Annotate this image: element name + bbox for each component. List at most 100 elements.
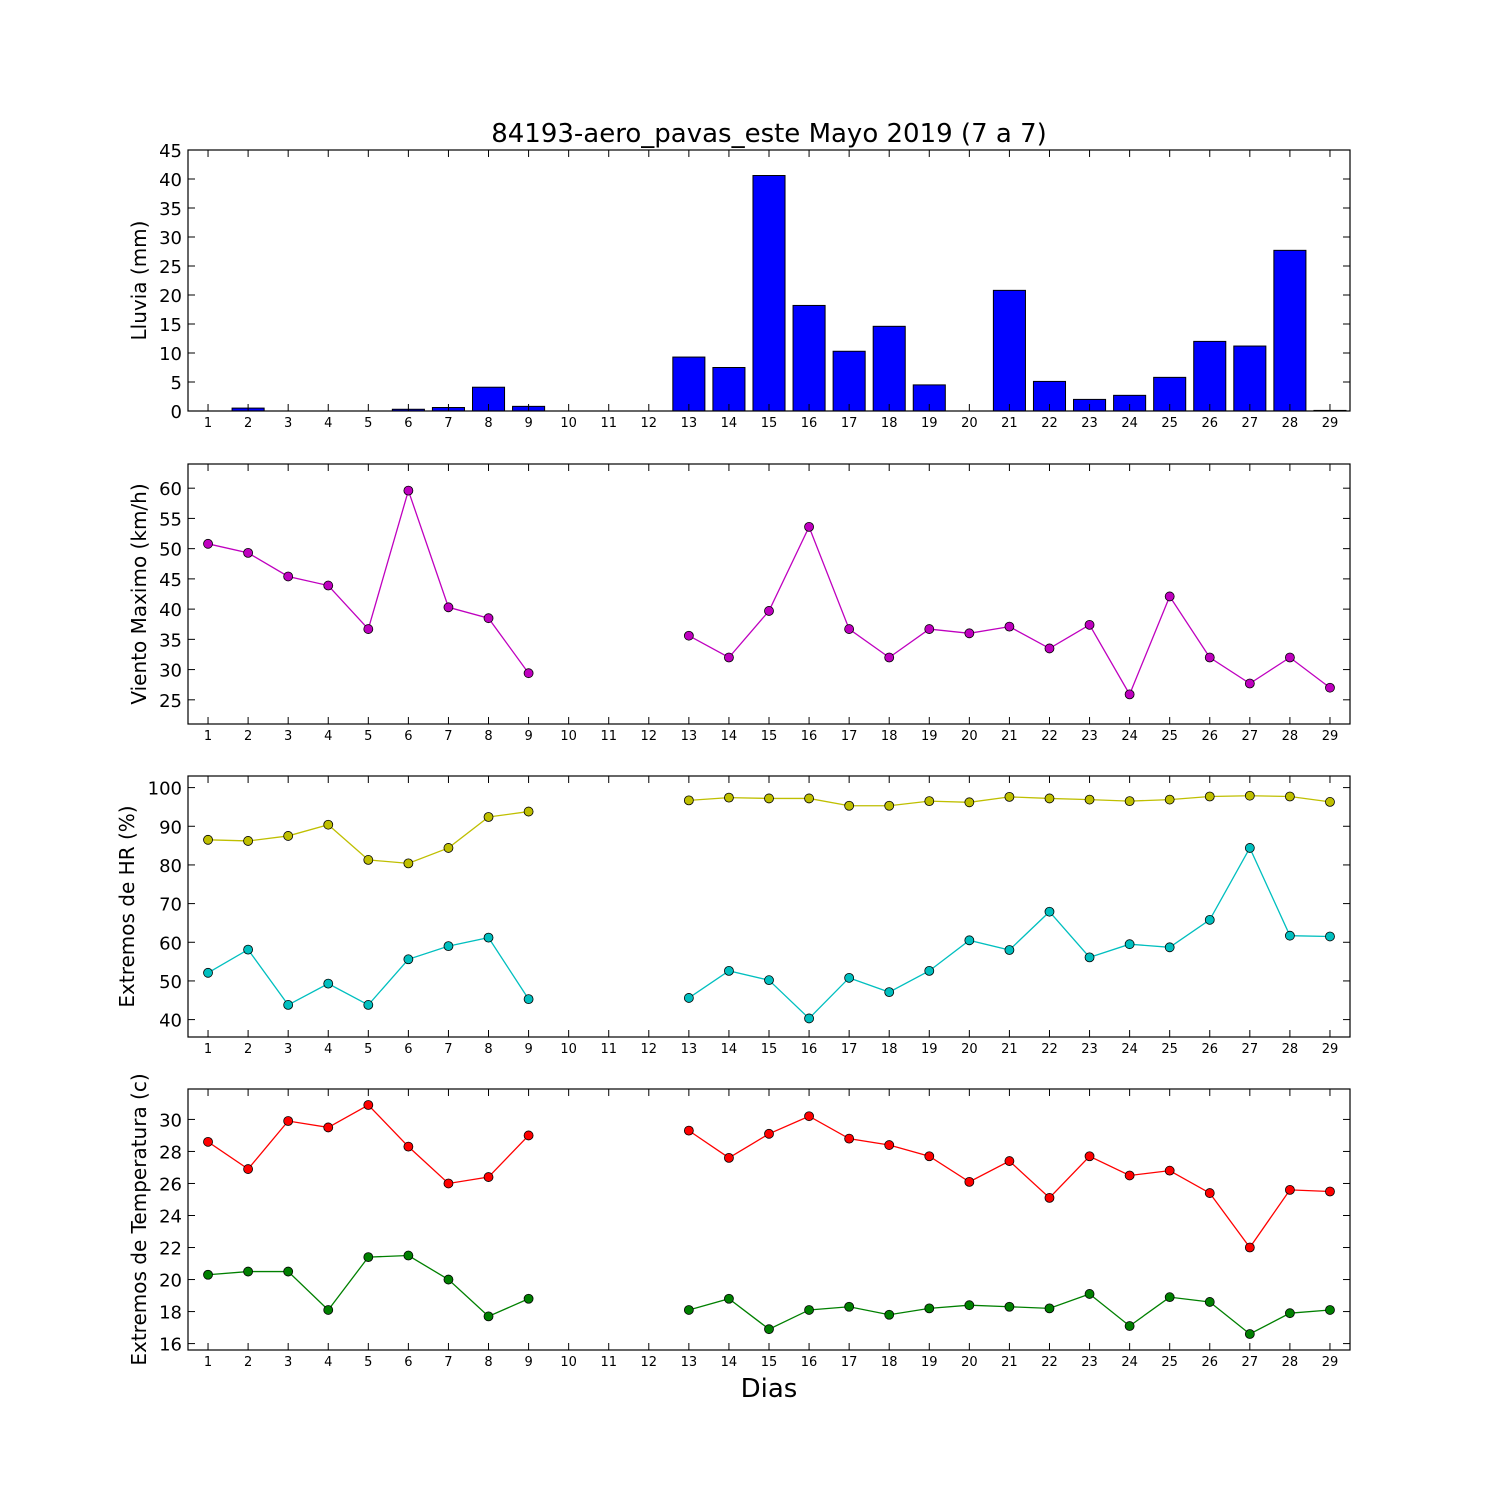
xtick-label-viento: 11 <box>600 729 617 744</box>
ytick-label-temperatura: 16 <box>159 1335 182 1356</box>
xtick-label-lluvia: 19 <box>921 416 938 431</box>
ytick-label-temperatura: 24 <box>159 1206 182 1227</box>
point-hr-0-day-16 <box>804 793 814 804</box>
point-viento-0-day-22 <box>1044 643 1055 654</box>
ytick-label-lluvia: 30 <box>159 228 182 249</box>
xtick-label-temperatura: 23 <box>1081 1355 1098 1370</box>
ytick-label-viento: 40 <box>159 600 182 621</box>
point-viento-0-day-8 <box>483 613 494 624</box>
xtick-label-viento: 24 <box>1121 729 1138 744</box>
plot-area-hr <box>188 776 1350 1037</box>
ytick-label-viento: 35 <box>159 630 182 651</box>
point-hr-0-day-4 <box>323 819 334 830</box>
xtick-label-hr: 24 <box>1121 1042 1138 1057</box>
xtick-label-viento: 28 <box>1282 729 1299 744</box>
point-temperatura-0-day-20 <box>964 1176 975 1187</box>
xtick-label-temperatura: 8 <box>484 1355 492 1370</box>
y-axis-label-temperatura: Extremos de Temperatura (c) <box>127 1073 151 1365</box>
point-viento-0-day-18 <box>884 652 895 663</box>
xtick-label-viento: 20 <box>961 729 978 744</box>
xtick-label-lluvia: 24 <box>1121 416 1138 431</box>
point-hr-0-day-9 <box>523 806 534 817</box>
point-viento-0-day-7 <box>443 602 454 613</box>
point-viento-0-day-17 <box>844 624 855 634</box>
point-temperatura-1-day-20 <box>964 1300 975 1311</box>
point-hr-1-day-14 <box>724 965 734 976</box>
ytick-label-hr: 90 <box>159 817 182 838</box>
xtick-label-lluvia: 5 <box>364 416 372 431</box>
xtick-label-hr: 25 <box>1161 1042 1178 1057</box>
point-viento-0-day-25 <box>1164 591 1175 602</box>
xtick-label-lluvia: 9 <box>524 416 532 431</box>
point-temperatura-0-day-21 <box>1004 1156 1015 1166</box>
plot-area-viento <box>188 464 1350 724</box>
point-hr-1-day-13 <box>683 993 694 1003</box>
xtick-label-lluvia: 15 <box>761 416 778 431</box>
point-hr-1-day-26 <box>1204 914 1215 925</box>
xtick-label-hr: 23 <box>1081 1042 1098 1057</box>
x-axis-label: Dias <box>741 1374 798 1404</box>
point-temperatura-1-day-9 <box>523 1293 534 1304</box>
xtick-label-temperatura: 6 <box>404 1355 412 1370</box>
xtick-label-lluvia: 11 <box>600 416 617 431</box>
xtick-label-viento: 27 <box>1242 729 1259 744</box>
point-hr-1-day-5 <box>363 1000 374 1010</box>
xtick-label-viento: 21 <box>1001 729 1018 744</box>
xtick-label-lluvia: 3 <box>284 416 292 431</box>
bar-day-15 <box>752 175 786 412</box>
xtick-label-temperatura: 4 <box>324 1355 332 1370</box>
xtick-label-temperatura: 3 <box>284 1355 292 1370</box>
point-viento-0-day-5 <box>363 624 374 634</box>
xtick-label-temperatura: 20 <box>961 1355 978 1370</box>
xtick-label-temperatura: 15 <box>761 1355 778 1370</box>
bar-day-28 <box>1273 249 1307 412</box>
point-temperatura-1-day-3 <box>283 1266 294 1277</box>
point-temperatura-0-day-1 <box>203 1136 213 1147</box>
point-temperatura-1-day-23 <box>1084 1289 1095 1299</box>
ytick-label-viento: 50 <box>159 540 182 561</box>
xtick-label-viento: 8 <box>484 729 492 744</box>
xtick-label-lluvia: 26 <box>1201 416 1218 431</box>
point-hr-1-day-16 <box>804 1013 814 1024</box>
xtick-label-hr: 1 <box>204 1042 212 1057</box>
ytick-label-hr: 100 <box>148 779 182 800</box>
point-viento-0-day-24 <box>1124 689 1135 700</box>
point-viento-0-day-9 <box>523 668 534 679</box>
point-temperatura-0-day-16 <box>804 1111 814 1122</box>
point-viento-0-day-27 <box>1244 678 1255 689</box>
xtick-label-hr: 8 <box>484 1042 492 1057</box>
bar-day-16 <box>792 304 826 412</box>
xtick-label-viento: 29 <box>1322 729 1339 744</box>
point-viento-0-day-4 <box>323 580 334 591</box>
ytick-label-viento: 55 <box>159 509 182 530</box>
point-hr-1-day-22 <box>1044 906 1055 917</box>
point-hr-0-day-21 <box>1004 791 1015 802</box>
xtick-label-temperatura: 24 <box>1121 1355 1138 1370</box>
point-temperatura-0-day-24 <box>1124 1170 1135 1181</box>
point-hr-1-day-2 <box>243 944 254 955</box>
point-hr-0-day-20 <box>964 797 975 808</box>
point-temperatura-0-day-2 <box>243 1164 254 1174</box>
xtick-label-hr: 12 <box>641 1042 658 1057</box>
xtick-label-lluvia: 10 <box>560 416 577 431</box>
xtick-label-temperatura: 14 <box>721 1355 738 1370</box>
xtick-label-hr: 27 <box>1242 1042 1259 1057</box>
point-temperatura-1-day-14 <box>724 1293 734 1304</box>
xtick-label-lluvia: 28 <box>1282 416 1299 431</box>
point-temperatura-0-day-23 <box>1084 1151 1095 1162</box>
point-hr-1-day-1 <box>203 967 213 978</box>
point-viento-0-day-29 <box>1325 682 1335 693</box>
xtick-label-hr: 13 <box>681 1042 698 1057</box>
xtick-label-hr: 11 <box>600 1042 617 1057</box>
point-hr-1-day-20 <box>964 935 975 946</box>
ytick-label-viento: 25 <box>159 691 182 712</box>
point-temperatura-0-day-13 <box>683 1125 694 1136</box>
point-hr-0-day-23 <box>1084 794 1095 805</box>
xtick-label-viento: 14 <box>721 729 738 744</box>
ytick-label-temperatura: 22 <box>159 1239 182 1260</box>
